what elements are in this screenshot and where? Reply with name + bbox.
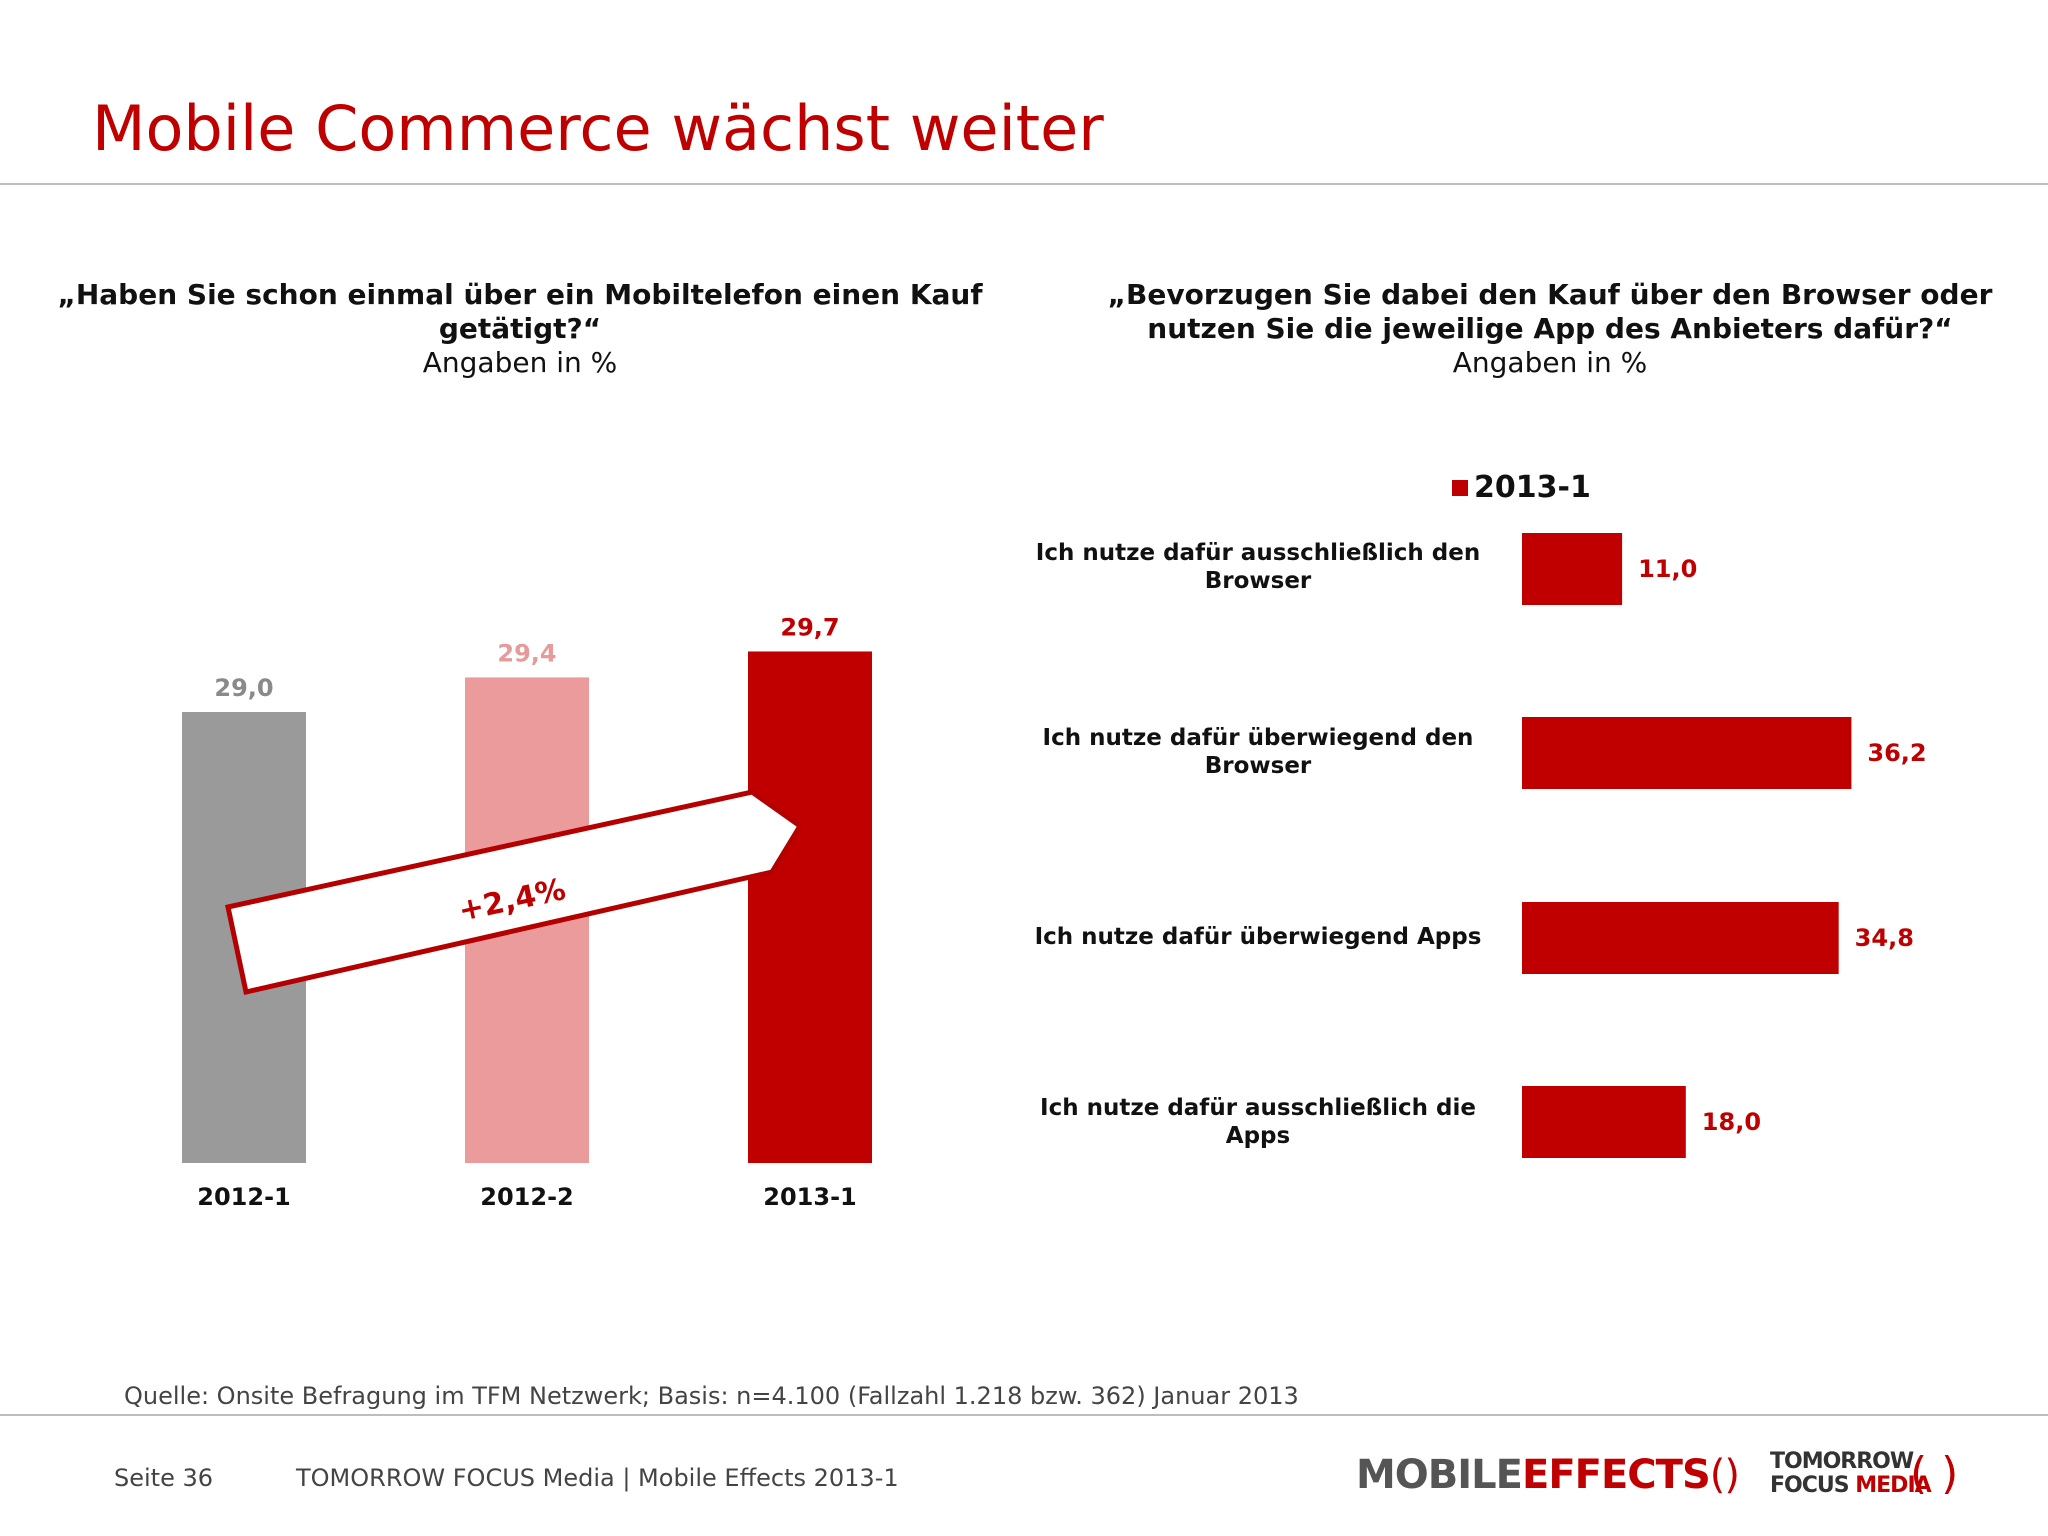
- page-title: Mobile Commerce wächst weiter: [92, 92, 1104, 165]
- logo-mobile-text: MOBILE: [1356, 1452, 1523, 1498]
- legend-swatch: [1452, 479, 1468, 496]
- bar: [748, 651, 872, 1163]
- right-question: „Bevorzugen Sie dabei den Kauf über den …: [1107, 278, 1993, 345]
- footer-page: Seite 36: [114, 1464, 214, 1492]
- bar-value-label: 29,0: [214, 674, 273, 702]
- hbar: [1522, 533, 1623, 605]
- hbar-category-label: Ich nutze dafür überwiegend den Browser: [1042, 725, 1474, 779]
- left-question: „Haben Sie schon einmal über ein Mobilte…: [57, 278, 983, 345]
- footer-publisher: TOMORROW FOCUS Media | Mobile Effects 20…: [296, 1464, 899, 1492]
- divider-top: [0, 183, 2048, 185]
- x-tick-label: 2012-2: [480, 1183, 573, 1211]
- hbar-value-label: 11,0: [1638, 555, 1697, 583]
- tomorrow-focus-logo: TOMORROW FOCUS MEDIA: [1770, 1449, 1932, 1498]
- legend: 2013-1: [1452, 470, 1591, 505]
- left-question-block: „Haben Sie schon einmal über ein Mobilte…: [40, 278, 1000, 380]
- right-unit: Angaben in %: [1452, 346, 1648, 379]
- x-tick-label: 2013-1: [763, 1183, 856, 1211]
- hbar: [1522, 1086, 1686, 1158]
- logo-focus-text: FOCUS: [1770, 1473, 1850, 1498]
- hbar-category-label: Ich nutze dafür überwiegend Apps: [1034, 924, 1482, 950]
- bar-value-label: 29,4: [497, 639, 556, 667]
- hbar-value-label: 36,2: [1867, 739, 1926, 767]
- x-tick-label: 2012-1: [197, 1183, 290, 1211]
- divider-bottom: [0, 1414, 2048, 1416]
- hbar-category-label: Ich nutze dafür ausschließlich die Apps: [1040, 1095, 1476, 1149]
- right-question-block: „Bevorzugen Sie dabei den Kauf über den …: [1090, 278, 2010, 380]
- mobile-effects-logo: MOBILEEFFECTS(): [1356, 1452, 1740, 1498]
- growth-arrow: [225, 789, 804, 996]
- hbar-value-label: 34,8: [1855, 924, 1914, 952]
- hbar-value-label: 18,0: [1702, 1108, 1761, 1136]
- logo-tomorrow-text: TOMORROW: [1770, 1449, 1914, 1474]
- bar-value-label: 29,7: [780, 613, 839, 641]
- left-unit: Angaben in %: [422, 346, 618, 379]
- logo-effects-text: EFFECTS: [1522, 1452, 1711, 1498]
- logo-media-text: MEDIA: [1855, 1473, 1931, 1498]
- hbar: [1522, 717, 1852, 789]
- source-note: Quelle: Onsite Befragung im TFM Netzwerk…: [124, 1382, 1299, 1410]
- hbar: [1522, 902, 1839, 974]
- hbar-category-label: Ich nutze dafür ausschließlich den Brows…: [1035, 540, 1481, 594]
- legend-label: 2013-1: [1474, 470, 1591, 505]
- tomorrow-focus-logo-mark: ( ): [1910, 1448, 1959, 1499]
